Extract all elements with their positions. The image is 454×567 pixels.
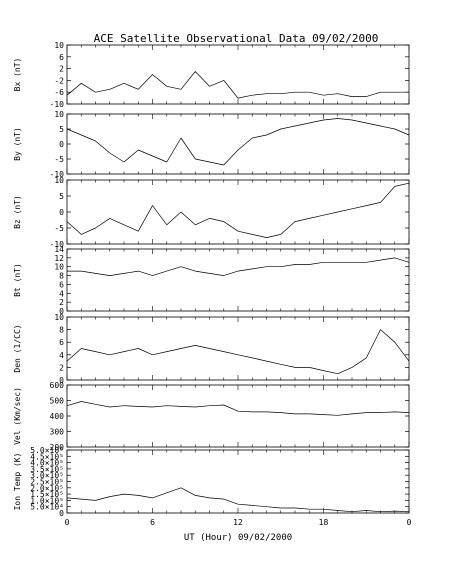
y-tick-label: 8: [59, 272, 64, 281]
panel-4: 0 2 4 6 8 10 Den (1/CC): [13, 313, 410, 385]
y-tick-label: 6: [59, 338, 64, 347]
y-tick-label: 1.0×10⁵: [30, 496, 64, 505]
series-line: [66, 329, 410, 375]
y-axis-label: Den (1/CC): [13, 324, 22, 372]
y-tick-label: 4: [59, 351, 64, 360]
series-line: [66, 71, 409, 99]
y-tick-label: 0: [59, 208, 64, 217]
x-tick-label: 0: [407, 518, 412, 527]
y-tick-label: 2.5×10⁵: [30, 478, 64, 487]
y-axis-label: Ion Temp (K): [13, 453, 22, 511]
y-tick-label: 600: [50, 381, 65, 390]
y-tick-label: 8: [59, 326, 64, 335]
figure-title: ACE Satellite Observational Data 09/02/2…: [94, 32, 379, 45]
y-tick-label: 0: [59, 376, 64, 385]
y-tick-label: 3.5×10⁵: [30, 465, 64, 474]
series-line: [67, 257, 410, 276]
y-axis-label: Bz (nT): [13, 195, 22, 229]
y-tick-label: 10: [54, 313, 64, 322]
y-tick-label: 400: [50, 412, 65, 421]
y-tick-label: 4: [59, 289, 64, 298]
panel-5: 200 300 400 500 600 Vel (Km/sec): [13, 381, 410, 452]
y-tick-label: 4.5×10⁵: [30, 452, 64, 461]
panels: -10 -6 -2 2 6 10 Bx (nT) -10 -5 0 5 10 By (nT) -10 -5 0…: [13, 41, 410, 518]
y-tick-label: 3.0×10⁵: [30, 471, 64, 480]
y-tick-label: 10: [54, 110, 64, 119]
y-tick-label: 10: [54, 263, 64, 272]
y-tick-label: 6: [59, 53, 64, 62]
panel-2: -10 -5 0 5 10 Bz (nT): [13, 176, 410, 249]
y-tick-label: 0: [59, 307, 64, 316]
x-tick-label: 6: [150, 518, 155, 527]
y-tick-label: 2: [59, 298, 64, 307]
panel-frame: [66, 113, 410, 175]
y-tick-label: 2: [59, 363, 64, 372]
panel-0: -10 -6 -2 2 6 10 Bx (nT): [13, 41, 410, 109]
x-tick-label: 18: [319, 518, 329, 527]
y-tick-label: 5.0×10⁴: [30, 503, 64, 512]
x-axis-label: UT (Hour) 09/02/2000: [184, 533, 292, 543]
y-tick-label: 10: [54, 176, 64, 185]
y-tick-label: -5: [54, 224, 64, 233]
y-tick-label: 12: [54, 254, 64, 263]
y-tick-label: 5: [59, 192, 64, 201]
y-tick-label: -2: [54, 76, 64, 85]
y-tick-label: 200: [50, 443, 65, 452]
panel-frame: [66, 44, 410, 105]
y-tick-label: -10: [50, 170, 65, 179]
y-tick-label: 300: [50, 428, 65, 437]
panel-6: 05.0×10⁴1.0×10⁵1.5×10⁵2.0×10⁵2.5×10⁵3.0×…: [13, 446, 410, 518]
y-axis-label: Vel (Km/sec): [13, 387, 22, 445]
y-tick-label: 2: [59, 65, 64, 74]
y-tick-label: 0: [59, 509, 64, 518]
y-tick-label: -10: [50, 100, 65, 109]
y-tick-label: 1.5×10⁵: [30, 490, 64, 499]
x-axis-ticks: 0 6 12 18 0: [65, 518, 412, 527]
y-tick-label: 5: [59, 125, 64, 134]
y-tick-label: 4.0×10⁵: [30, 459, 64, 468]
y-tick-label: 5.0×10⁵: [30, 446, 64, 455]
y-tick-label: 6: [59, 280, 64, 289]
y-tick-label: -5: [54, 155, 64, 164]
panel-frame: [66, 384, 410, 448]
y-axis-label: By (nT): [13, 127, 22, 161]
y-tick-label: 2.0×10⁵: [30, 484, 64, 493]
x-tick-label: 12: [233, 518, 243, 527]
panel-frame: [66, 316, 410, 381]
y-tick-label: -6: [54, 88, 64, 97]
x-tick-label: 0: [65, 518, 70, 527]
series-line: [66, 487, 410, 513]
y-tick-label: -10: [50, 240, 65, 249]
series-line: [66, 401, 410, 416]
y-tick-label: 500: [50, 397, 65, 406]
series-line: [66, 182, 410, 238]
y-tick-label: 10: [54, 41, 64, 50]
y-tick-label: 14: [54, 245, 64, 254]
panel-frame: [66, 449, 410, 514]
y-tick-label: 0: [59, 140, 64, 149]
series-line: [66, 118, 410, 166]
y-axis-label: Bt (nT): [13, 263, 22, 297]
panel-1: -10 -5 0 5 10 By (nT): [13, 110, 410, 179]
panel-frame: [66, 248, 410, 312]
y-axis-label: Bx (nT): [13, 58, 22, 92]
panel-frame: [66, 179, 410, 245]
